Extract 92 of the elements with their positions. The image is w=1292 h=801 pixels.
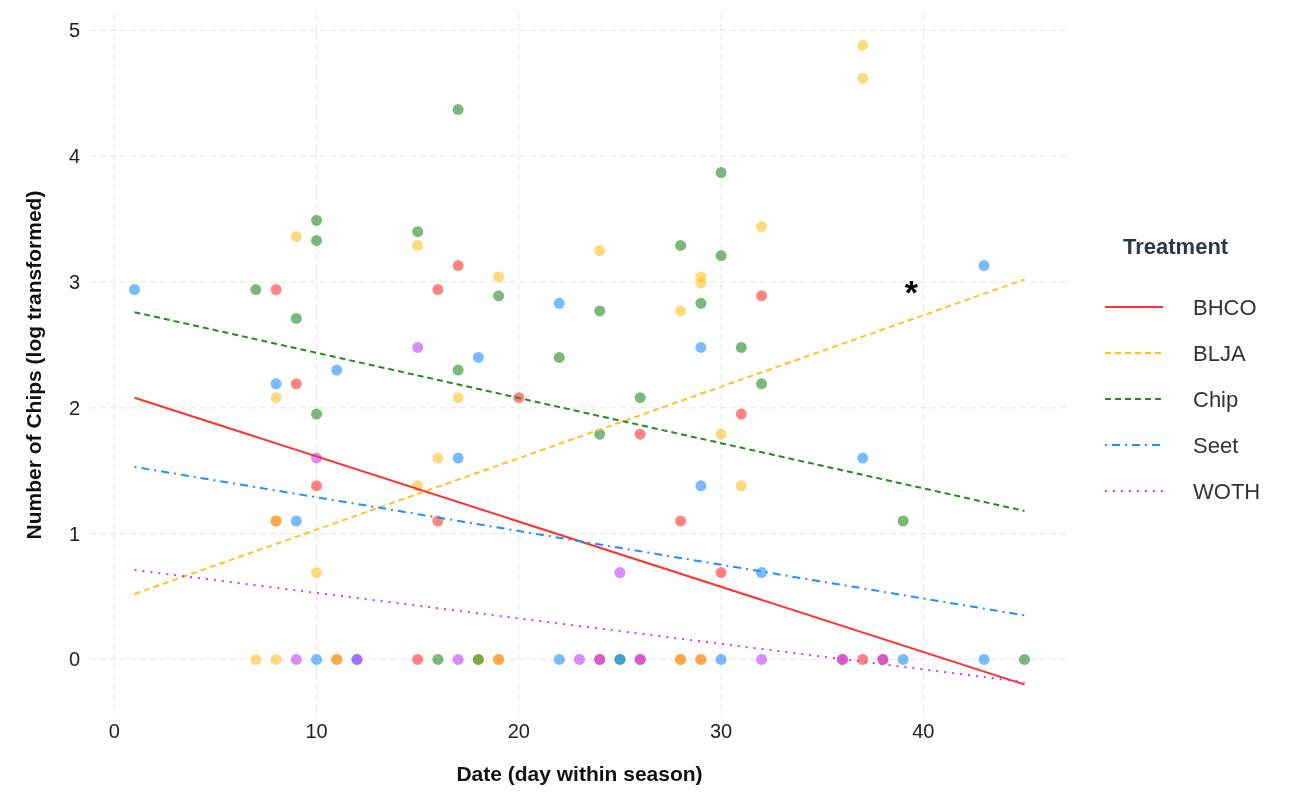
point [331, 364, 343, 376]
legend-title: Treatment [1123, 234, 1229, 259]
point [432, 284, 444, 296]
point [270, 378, 282, 390]
point [290, 653, 302, 665]
legend-label: BHCO [1193, 295, 1257, 320]
legend-label: WOTH [1193, 479, 1261, 504]
point [695, 297, 707, 309]
y-axis-title: Number of Chips (log transformed) [22, 190, 45, 540]
y-tick-label: 5 [68, 19, 80, 42]
point [756, 653, 768, 665]
point [311, 234, 323, 246]
annotation: * [904, 273, 919, 311]
point [553, 351, 565, 363]
point [735, 341, 747, 353]
point [978, 653, 990, 665]
point [452, 260, 464, 272]
point [756, 290, 768, 302]
point [493, 290, 505, 302]
point [290, 231, 302, 243]
y-tick-label: 1 [68, 522, 80, 545]
legend-label: BLJA [1193, 341, 1246, 366]
x-tick-label: 40 [912, 720, 935, 742]
point [311, 408, 323, 420]
x-tick-label: 0 [108, 720, 120, 742]
point [250, 653, 262, 665]
point [715, 428, 727, 440]
point [290, 378, 302, 390]
point [897, 653, 909, 665]
point [553, 653, 565, 665]
point [897, 515, 909, 527]
point [432, 653, 444, 665]
point [412, 341, 424, 353]
point [311, 480, 323, 492]
point [594, 245, 606, 257]
point [695, 341, 707, 353]
point [493, 271, 505, 283]
point [412, 653, 424, 665]
point [472, 351, 484, 363]
point [634, 392, 646, 404]
point [756, 378, 768, 390]
point [452, 364, 464, 376]
point [290, 312, 302, 324]
point [715, 653, 727, 665]
point [290, 515, 302, 527]
point [634, 428, 646, 440]
point [452, 452, 464, 464]
point [311, 567, 323, 579]
y-tick-label: 2 [68, 396, 80, 419]
point [311, 214, 323, 226]
point [129, 284, 140, 296]
point [614, 567, 626, 579]
point [675, 239, 687, 251]
point [756, 221, 768, 233]
x-tick-label: 10 [305, 720, 328, 742]
point [311, 653, 323, 665]
point [250, 284, 262, 296]
x-tick-label: 30 [709, 720, 733, 742]
point [857, 72, 869, 84]
y-tick-label: 3 [68, 270, 80, 293]
x-tick-label: 20 [507, 720, 530, 742]
point [574, 653, 585, 665]
legend-label: Seet [1193, 433, 1239, 458]
point [735, 408, 747, 420]
point [270, 653, 282, 665]
y-tick-label: 0 [68, 648, 80, 671]
point [715, 250, 727, 262]
point [432, 452, 444, 464]
point [270, 284, 282, 296]
point [675, 305, 687, 317]
point [695, 480, 707, 492]
point [412, 239, 424, 251]
point [452, 104, 464, 116]
point [1019, 653, 1030, 665]
point [594, 305, 606, 317]
y-tick-label: 4 [68, 145, 80, 168]
legend-label: Chip [1193, 387, 1239, 412]
point [857, 653, 869, 665]
point [735, 480, 747, 492]
point [978, 260, 990, 272]
point [857, 39, 869, 51]
point [715, 567, 727, 579]
point [715, 167, 727, 179]
point [675, 515, 687, 527]
point [270, 392, 282, 404]
x-axis-title: Date (day within season) [456, 762, 703, 785]
point [695, 277, 707, 289]
point [452, 392, 464, 404]
point [452, 653, 464, 665]
point [553, 297, 565, 309]
point [412, 226, 424, 238]
point [857, 452, 869, 464]
